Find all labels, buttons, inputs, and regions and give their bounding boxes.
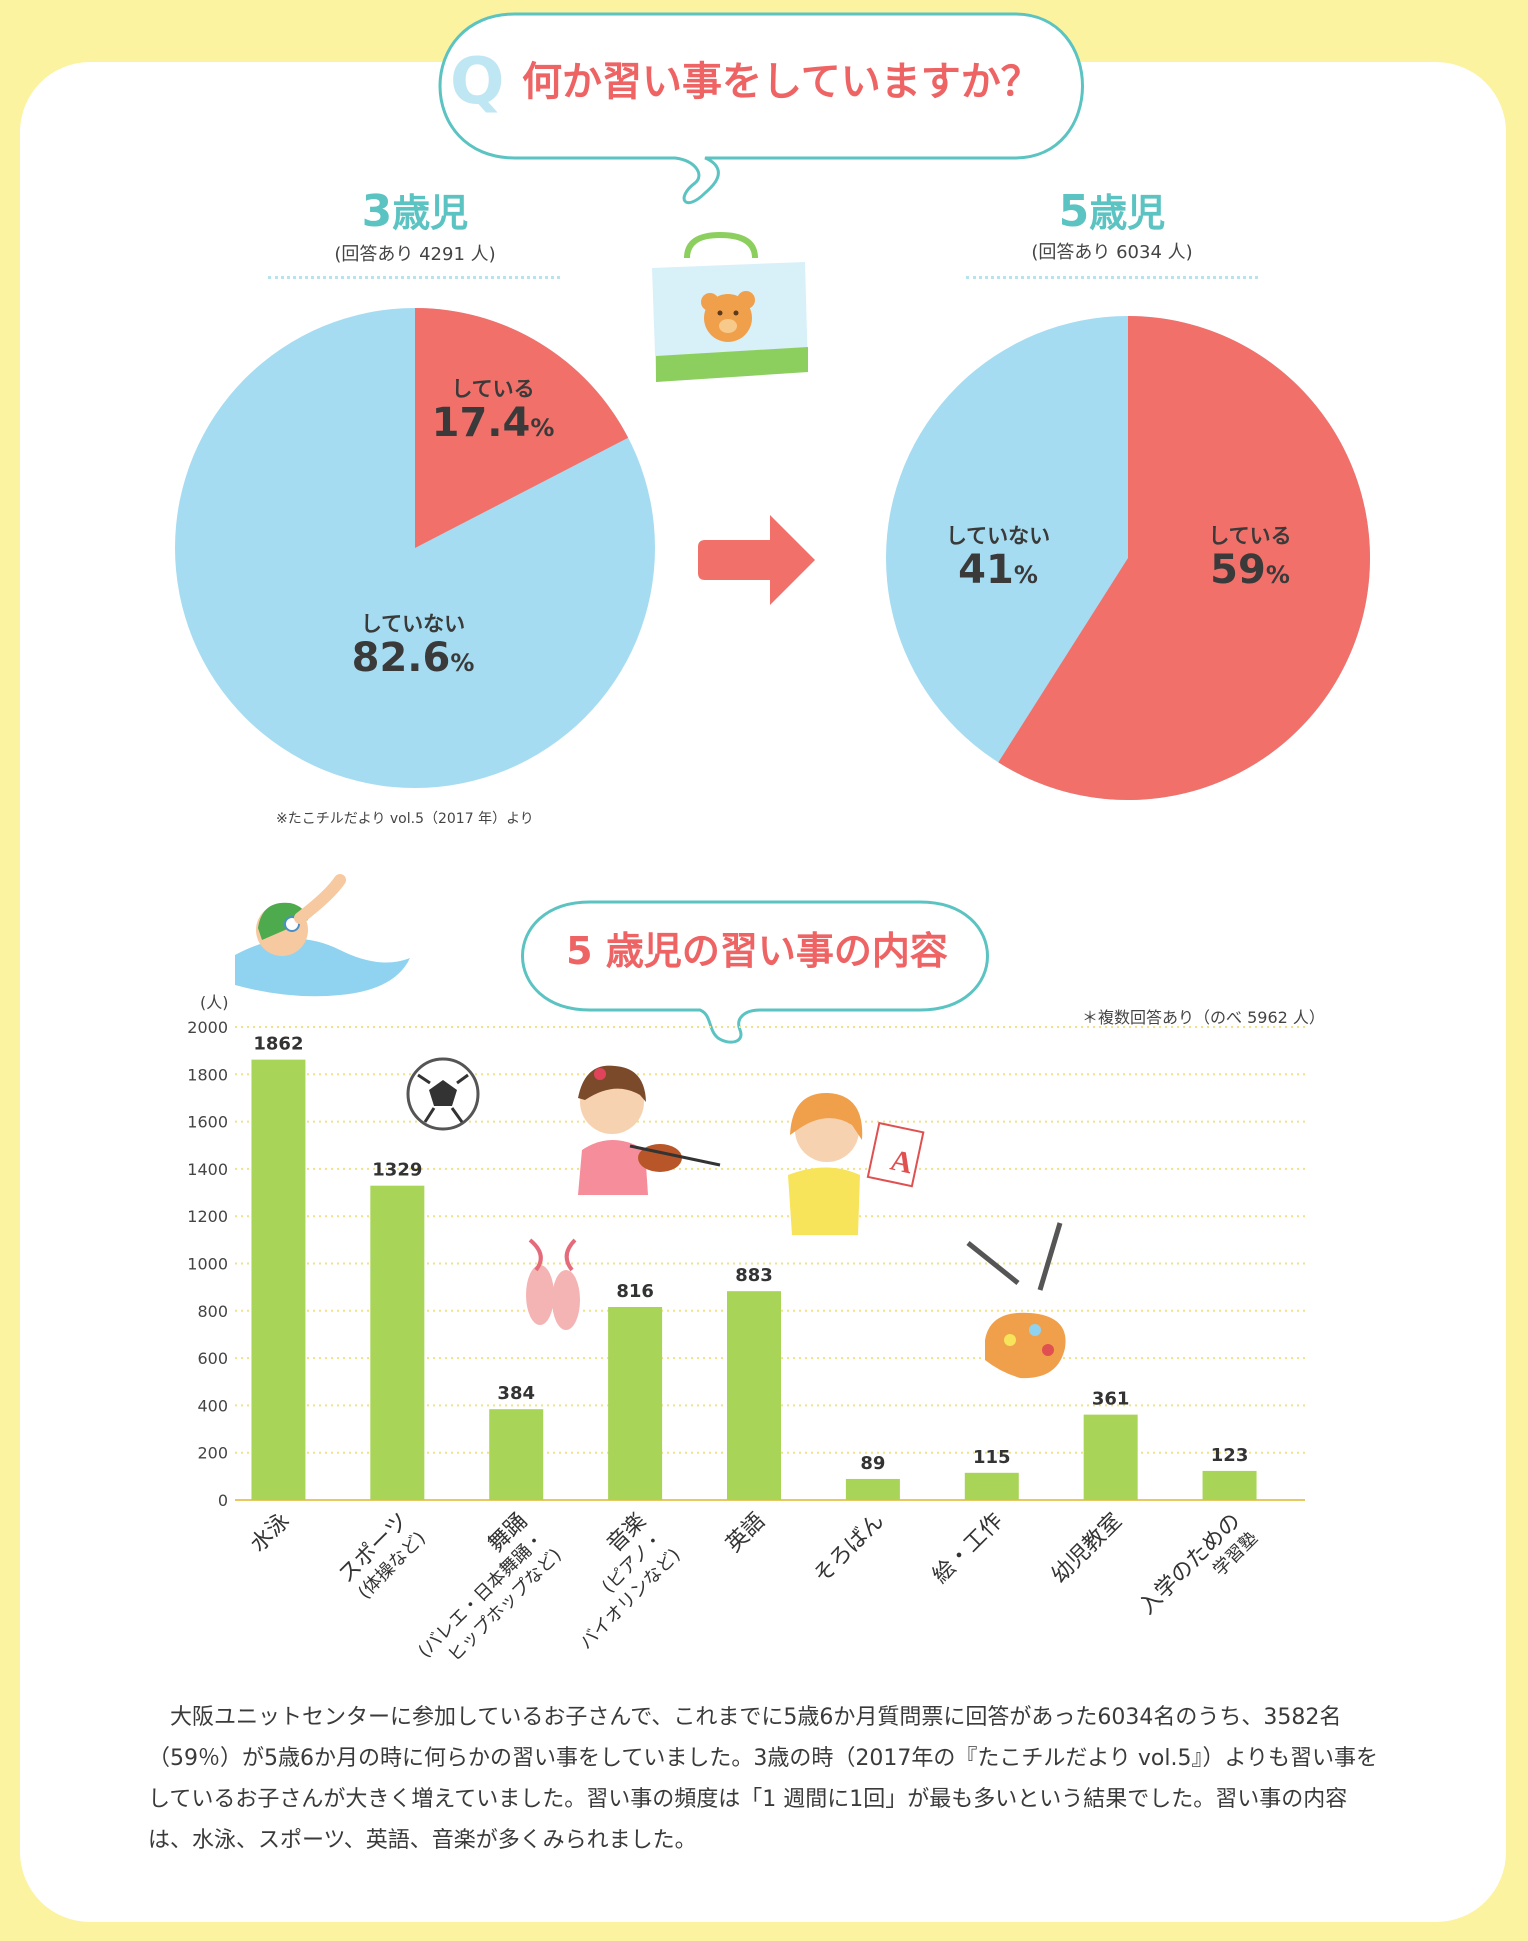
age-3-title: 3歳児 xyxy=(265,190,565,234)
paint-palette-icon xyxy=(966,1222,1066,1379)
bar xyxy=(1083,1414,1138,1500)
pie-3-doing-caption: している xyxy=(451,377,535,401)
bar-value-label: 384 xyxy=(497,1383,535,1404)
violin-girl-icon xyxy=(578,1065,721,1195)
y-tick-labels: 0 200 400 600 800 1000 1200 1400 1600 1800 2000 (人) xyxy=(187,993,228,1510)
y-tick-label: 0 xyxy=(218,1491,228,1510)
age-5-divider xyxy=(966,276,1258,279)
bar-value-label: 1329 xyxy=(372,1160,422,1181)
bar-value-label: 123 xyxy=(1211,1445,1249,1466)
body-paragraph: 大阪ユニットセンターに参加しているお子さんで、これまでに5歳6か月質問票に回答が… xyxy=(148,1705,1379,1853)
age-5-respondents: (回答あり 6034 人) xyxy=(1031,242,1193,263)
bar-value-label: 361 xyxy=(1092,1389,1130,1410)
age-3-divider xyxy=(268,276,560,279)
bar xyxy=(608,1307,663,1500)
pie-5-doing-value: 59 xyxy=(1210,547,1266,594)
chart-title: 5 歳児の習い事の内容 xyxy=(566,929,948,973)
y-tick-label: 1200 xyxy=(187,1207,228,1226)
y-tick-label: 1800 xyxy=(187,1065,228,1084)
bar-value-labels: 1862 1329 384 816 883 89 115 361 123 xyxy=(253,1034,1248,1474)
chart-note: ＊複数回答あり（のべ 5962 人） xyxy=(1082,1008,1325,1027)
pie-3-notdoing-unit: % xyxy=(450,649,475,678)
y-tick-label: 600 xyxy=(197,1349,228,1368)
age-3-number: 3 xyxy=(361,186,393,237)
pie-5-doing-caption: している xyxy=(1208,524,1292,548)
pie-5-notdoing-unit: % xyxy=(1013,561,1038,590)
y-tick-label: 800 xyxy=(197,1302,228,1321)
age-5-number: 5 xyxy=(1058,186,1090,237)
pie-3-doing-label: している 17.4% xyxy=(393,377,593,447)
pie-3-slice-doing xyxy=(415,308,629,548)
x-tick-label: 水泳 xyxy=(246,1509,295,1558)
soccer-ball-icon xyxy=(406,1057,480,1131)
bar xyxy=(964,1472,1019,1500)
pie-3-doing-unit: % xyxy=(530,414,555,443)
question-text: 何か習い事をしていますか？ xyxy=(522,59,1041,105)
question-letter: Q xyxy=(450,45,505,119)
bar-value-label: 883 xyxy=(735,1265,773,1286)
bag-icon xyxy=(652,231,808,382)
bar xyxy=(727,1291,781,1500)
ballet-shoes-icon xyxy=(526,1238,580,1330)
pie-chart-age-3 xyxy=(175,308,655,788)
chart-title-bubble xyxy=(521,900,989,1044)
x-tick-label: 絵・工作 xyxy=(928,1509,1008,1589)
bar-value-label: 89 xyxy=(860,1453,885,1474)
pie-charts xyxy=(175,231,1370,800)
pie-5-notdoing-caption: していない xyxy=(945,524,1051,548)
bar-value-label: 115 xyxy=(973,1447,1011,1468)
pie-5-doing-label: している 59% xyxy=(1150,524,1350,594)
bar xyxy=(251,1059,306,1500)
x-tick-label: そろばん xyxy=(809,1509,889,1589)
source-note: ※たこチルだより vol.5（2017 年）より xyxy=(276,811,534,827)
bars xyxy=(251,1059,1257,1500)
x-tick-labels: 水泳 スポーツ(体操など) 舞踊(バレエ・日本舞踊・ヒップホップなど)音楽(ピアノ・… xyxy=(246,1509,1262,1667)
x-tick-label: 幼児教室 xyxy=(1047,1509,1127,1589)
y-tick-label: 2000 xyxy=(187,1018,228,1037)
bar xyxy=(370,1185,425,1500)
x-tick-label-line: 英語 xyxy=(721,1509,770,1558)
y-tick-label: 1400 xyxy=(187,1160,228,1179)
y-axis-label: (人) xyxy=(200,993,229,1012)
x-tick-label: スポーツ(体操など) xyxy=(334,1509,430,1604)
pie-3-notdoing-label: していない 82.6% xyxy=(313,612,513,682)
age-3-respondents: (回答あり 4291 人) xyxy=(334,244,496,265)
pie-3-notdoing-caption: していない xyxy=(360,612,466,636)
bar xyxy=(489,1409,544,1500)
x-tick-label-line: 絵・工作 xyxy=(928,1509,1008,1589)
bar xyxy=(845,1478,900,1500)
y-tick-label: 200 xyxy=(197,1444,228,1463)
age-3-unit: 歳児 xyxy=(392,191,469,235)
pie-chart-age-5 xyxy=(886,316,1370,800)
english-girl-icon: A xyxy=(788,1092,925,1235)
y-tick-label: 400 xyxy=(197,1396,228,1415)
x-tick-label: 音楽(ピアノ・バイオリンなど) xyxy=(576,1509,685,1654)
bar-value-label: 1862 xyxy=(253,1034,303,1055)
arrow-right-icon xyxy=(698,515,815,605)
bar xyxy=(1202,1470,1257,1500)
pie-5-notdoing-value: 41 xyxy=(958,547,1014,594)
x-tick-label-line: 水泳 xyxy=(246,1509,295,1558)
pie-3-doing-value: 17.4 xyxy=(431,400,531,447)
body-text: 大阪ユニットセンターに参加しているお子さんで、これまでに5歳6か月質問票に回答が… xyxy=(148,1697,1388,1861)
y-tick-label: 1000 xyxy=(187,1255,228,1274)
pie-5-slice-doing xyxy=(998,316,1370,800)
age-5-title: 5歳児 xyxy=(962,190,1262,234)
pie-5-notdoing-label: していない 41% xyxy=(898,524,1098,594)
swimmer-icon xyxy=(235,874,410,997)
question-bubble xyxy=(438,12,1084,205)
x-tick-label-line: そろばん xyxy=(809,1509,889,1589)
pie-3-notdoing-value: 82.6 xyxy=(351,635,451,682)
pie-5-doing-unit: % xyxy=(1265,561,1290,590)
x-tick-label: 英語 xyxy=(721,1509,770,1558)
bar-value-label: 816 xyxy=(616,1281,654,1302)
age-5-unit: 歳児 xyxy=(1089,191,1166,235)
y-tick-label: 1600 xyxy=(187,1113,228,1132)
x-tick-label-line: 幼児教室 xyxy=(1047,1509,1127,1589)
